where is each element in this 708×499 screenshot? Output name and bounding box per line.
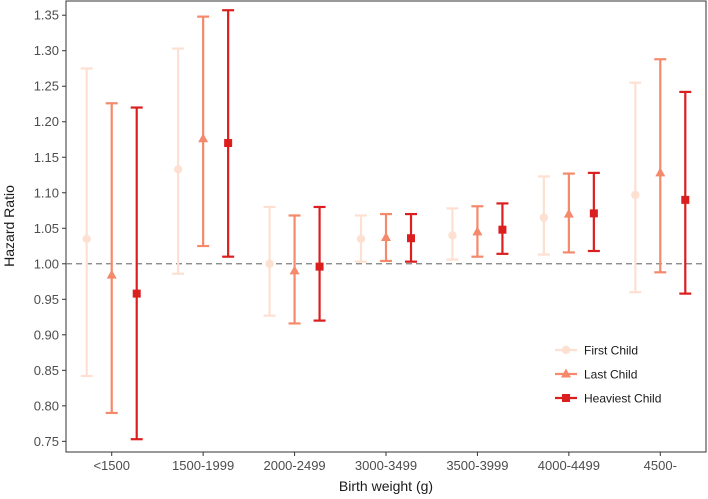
estimate-point: [498, 225, 507, 234]
legend-label: First Child: [584, 344, 638, 358]
x-tick-label: 4000-4499: [538, 458, 600, 473]
estimate-point: [589, 209, 598, 218]
y-tick-label: 1.05: [34, 221, 59, 236]
y-tick-label: 0.95: [34, 292, 59, 307]
y-axis: 0.75 0.80 0.85 0.90 0.95 1.00 1.05 1.10 1.15 1.20…: [34, 8, 66, 449]
legend-key-marker: [562, 394, 570, 402]
estimate-point: [265, 259, 274, 268]
estimate-point: [472, 226, 483, 236]
series-first-child: [80, 47, 642, 378]
x-tick-label: 3000-3499: [355, 458, 417, 473]
series-last-child: [105, 15, 667, 415]
estimate-point: [289, 265, 300, 275]
legend-key-marker: [561, 368, 571, 378]
y-tick-label: 1.15: [34, 150, 59, 165]
estimate-point: [198, 133, 209, 143]
legend-item: First Child: [555, 344, 638, 358]
legend: First Child Last Child Heaviest Child: [555, 344, 661, 406]
legend-item: Heaviest Child: [555, 392, 661, 406]
estimate-point: [539, 213, 549, 222]
legend-item: Last Child: [555, 368, 637, 382]
y-tick-label: 0.80: [34, 398, 59, 413]
estimate-point: [315, 262, 324, 271]
estimate-point: [173, 165, 183, 174]
series-layer: [80, 9, 692, 441]
estimate-point: [106, 269, 117, 279]
estimate-point: [224, 139, 233, 148]
y-tick-label: 0.85: [34, 363, 59, 378]
y-tick-label: 0.75: [34, 434, 59, 449]
x-tick-label: <1500: [93, 458, 130, 473]
x-tick-label: 4500-: [644, 458, 677, 473]
estimate-point: [563, 208, 574, 218]
legend-label: Heaviest Child: [584, 392, 661, 406]
legend-label: Last Child: [584, 368, 637, 382]
estimate-point: [381, 232, 391, 242]
y-tick-label: 1.00: [34, 256, 59, 271]
estimate-point: [681, 195, 690, 204]
series-heaviest-child: [130, 9, 692, 441]
y-tick-label: 1.30: [34, 43, 59, 58]
y-tick-label: 1.20: [34, 114, 59, 129]
estimate-point: [631, 190, 640, 200]
legend-key-marker: [561, 345, 571, 355]
x-axis: <1500 1500-1999 2000-2499 3000-3499 3500-399…: [93, 452, 677, 473]
estimate-point: [82, 234, 91, 244]
estimate-point: [407, 234, 415, 243]
estimate-point: [356, 234, 366, 244]
x-axis-title: Birth weight (g): [339, 478, 433, 494]
x-tick-label: 2000-2499: [263, 458, 325, 473]
estimate-point: [448, 231, 457, 240]
x-tick-label: 1500-1999: [172, 458, 234, 473]
y-axis-title: Hazard Ratio: [1, 185, 17, 267]
y-tick-label: 1.25: [34, 79, 59, 94]
y-tick-label: 1.10: [34, 185, 59, 200]
estimate-point: [132, 289, 141, 298]
y-tick-label: 1.35: [34, 8, 59, 23]
y-tick-label: 0.90: [34, 327, 59, 342]
estimate-point: [655, 167, 666, 177]
x-tick-label: 3500-3999: [446, 458, 508, 473]
